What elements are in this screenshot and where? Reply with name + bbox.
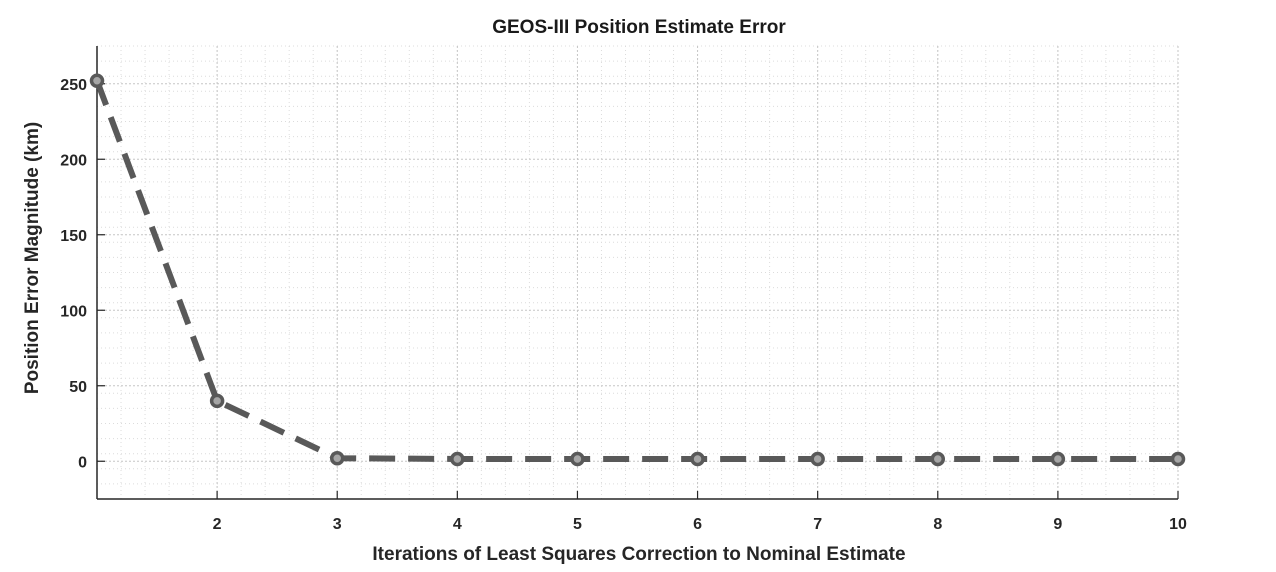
data-point: [570, 451, 585, 467]
data-point: [930, 451, 946, 467]
x-tick-label: 5: [573, 516, 582, 533]
data-point: [209, 393, 225, 409]
series-layer: [89, 73, 1186, 467]
data-point: [450, 451, 465, 467]
y-tick-label: 200: [60, 152, 87, 169]
y-tick-label: 250: [60, 77, 87, 94]
x-tick-label: 2: [213, 516, 222, 533]
chart-title: GEOS-III Position Estimate Error: [492, 17, 786, 38]
x-tick-label: 10: [1169, 516, 1187, 533]
y-axis-label: Position Error Magnitude (km): [22, 122, 43, 394]
x-tick-label: 8: [933, 516, 942, 533]
y-tick-label: 50: [69, 379, 87, 396]
y-tick-label: 100: [60, 303, 87, 320]
data-point: [690, 451, 705, 467]
y-tick-label: 150: [60, 228, 87, 245]
axes: [96, 46, 1179, 500]
data-point: [1050, 451, 1066, 467]
data-point: [1170, 451, 1186, 467]
x-tick-label: 9: [1053, 516, 1062, 533]
x-tick-label: 4: [453, 516, 462, 533]
series-line: [94, 79, 1178, 462]
x-tick-label: 6: [693, 516, 702, 533]
x-tick-label: 3: [333, 516, 342, 533]
x-axis-label: Iterations of Least Squares Correction t…: [372, 544, 905, 565]
x-tick-label: 7: [813, 516, 822, 533]
data-point: [89, 73, 105, 88]
minor-grid: [96, 45, 1179, 500]
y-tick-label: 0: [78, 454, 87, 471]
data-point: [329, 450, 345, 466]
data-point: [810, 451, 825, 467]
